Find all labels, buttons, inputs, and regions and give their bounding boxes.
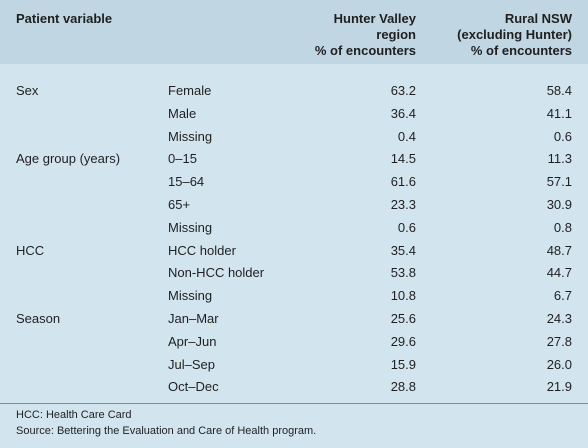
table-row: Age group (years) 0–15 14.5 11.3 bbox=[0, 148, 588, 171]
footer-divider bbox=[0, 403, 588, 404]
header-patient-variable: Patient variable bbox=[16, 11, 113, 26]
table-row: Apr–Jun 29.6 27.8 bbox=[0, 331, 588, 354]
row-category: Oct–Dec bbox=[168, 379, 219, 395]
row-variable: Season bbox=[16, 310, 61, 326]
row-rural-value: 0.8 bbox=[553, 219, 572, 235]
table-row: Missing 0.6 0.8 bbox=[0, 217, 588, 240]
header-rural-nsw: Rural NSW (excluding Hunter) % of encoun… bbox=[457, 11, 572, 58]
row-rural-value: 0.6 bbox=[553, 128, 572, 144]
row-rural-value: 27.8 bbox=[546, 333, 572, 349]
table-row: Missing 10.8 6.7 bbox=[0, 285, 588, 308]
abbreviation-note: HCC: Health Care Card bbox=[16, 409, 132, 421]
row-hunter-value: 10.8 bbox=[390, 288, 416, 304]
row-category: Jul–Sep bbox=[168, 356, 215, 372]
table-row: 65+ 23.3 30.9 bbox=[0, 194, 588, 217]
row-hunter-value: 36.4 bbox=[390, 105, 416, 121]
row-rural-value: 44.7 bbox=[546, 265, 572, 281]
row-variable: Sex bbox=[16, 83, 39, 98]
row-hunter-value: 25.6 bbox=[390, 310, 416, 326]
row-category: Missing bbox=[168, 128, 213, 144]
row-category: Apr–Jun bbox=[168, 333, 217, 349]
row-rural-value: 26.0 bbox=[546, 356, 572, 372]
row-rural-value: 48.7 bbox=[546, 242, 572, 258]
row-hunter-value: 63.2 bbox=[390, 83, 416, 98]
row-category: Missing bbox=[168, 219, 213, 235]
row-hunter-value: 23.3 bbox=[390, 196, 416, 212]
row-category: HCC holder bbox=[168, 242, 236, 258]
row-category: Missing bbox=[168, 288, 213, 304]
row-hunter-value: 14.5 bbox=[390, 151, 416, 167]
row-hunter-value: 35.4 bbox=[390, 242, 416, 258]
table-body: Sex Female 63.2 58.4 Male 36.4 41.1 Miss… bbox=[0, 80, 588, 399]
header-hunter-valley: Hunter Valley region % of encounters bbox=[314, 11, 416, 58]
row-rural-value: 30.9 bbox=[546, 196, 572, 212]
table-row: Male 36.4 41.1 bbox=[0, 103, 588, 126]
table-notes: HCC: Health Care Card Source: Bettering … bbox=[16, 407, 316, 439]
row-hunter-value: 0.6 bbox=[397, 219, 416, 235]
row-hunter-value: 28.8 bbox=[390, 379, 416, 395]
row-rural-value: 41.1 bbox=[546, 105, 572, 121]
table-row: 15–64 61.6 57.1 bbox=[0, 171, 588, 194]
table-row: Missing 0.4 0.6 bbox=[0, 126, 588, 149]
row-hunter-value: 61.6 bbox=[390, 174, 416, 190]
table-row: Sex Female 63.2 58.4 bbox=[0, 80, 588, 103]
row-category: 15–64 bbox=[168, 174, 205, 190]
row-category: 65+ bbox=[168, 196, 191, 212]
table-row: Oct–Dec 28.8 21.9 bbox=[0, 376, 588, 399]
row-variable: Age group (years) bbox=[16, 151, 121, 167]
row-hunter-value: 15.9 bbox=[390, 356, 416, 372]
row-rural-value: 58.4 bbox=[546, 83, 572, 98]
row-rural-value: 21.9 bbox=[546, 379, 572, 395]
row-category: Jan–Mar bbox=[168, 310, 219, 326]
table-header: Patient variable Hunter Valley region % … bbox=[0, 0, 588, 64]
row-rural-value: 57.1 bbox=[546, 174, 572, 190]
table-row: Non-HCC holder 53.8 44.7 bbox=[0, 262, 588, 285]
row-category: Female bbox=[168, 83, 212, 98]
row-hunter-value: 53.8 bbox=[390, 265, 416, 281]
source-note: Source: Bettering the Evaluation and Car… bbox=[16, 425, 317, 437]
row-rural-value: 6.7 bbox=[553, 288, 572, 304]
row-rural-value: 24.3 bbox=[546, 310, 572, 326]
row-variable: HCC bbox=[16, 242, 45, 258]
row-hunter-value: 29.6 bbox=[390, 333, 416, 349]
row-hunter-value: 0.4 bbox=[397, 128, 416, 144]
table-row: Season Jan–Mar 25.6 24.3 bbox=[0, 308, 588, 331]
row-category: Male bbox=[168, 105, 197, 121]
table-row: HCC HCC holder 35.4 48.7 bbox=[0, 240, 588, 263]
row-category: 0–15 bbox=[168, 151, 197, 167]
row-rural-value: 11.3 bbox=[547, 151, 572, 167]
table-row: Jul–Sep 15.9 26.0 bbox=[0, 354, 588, 377]
row-category: Non-HCC holder bbox=[168, 265, 265, 281]
